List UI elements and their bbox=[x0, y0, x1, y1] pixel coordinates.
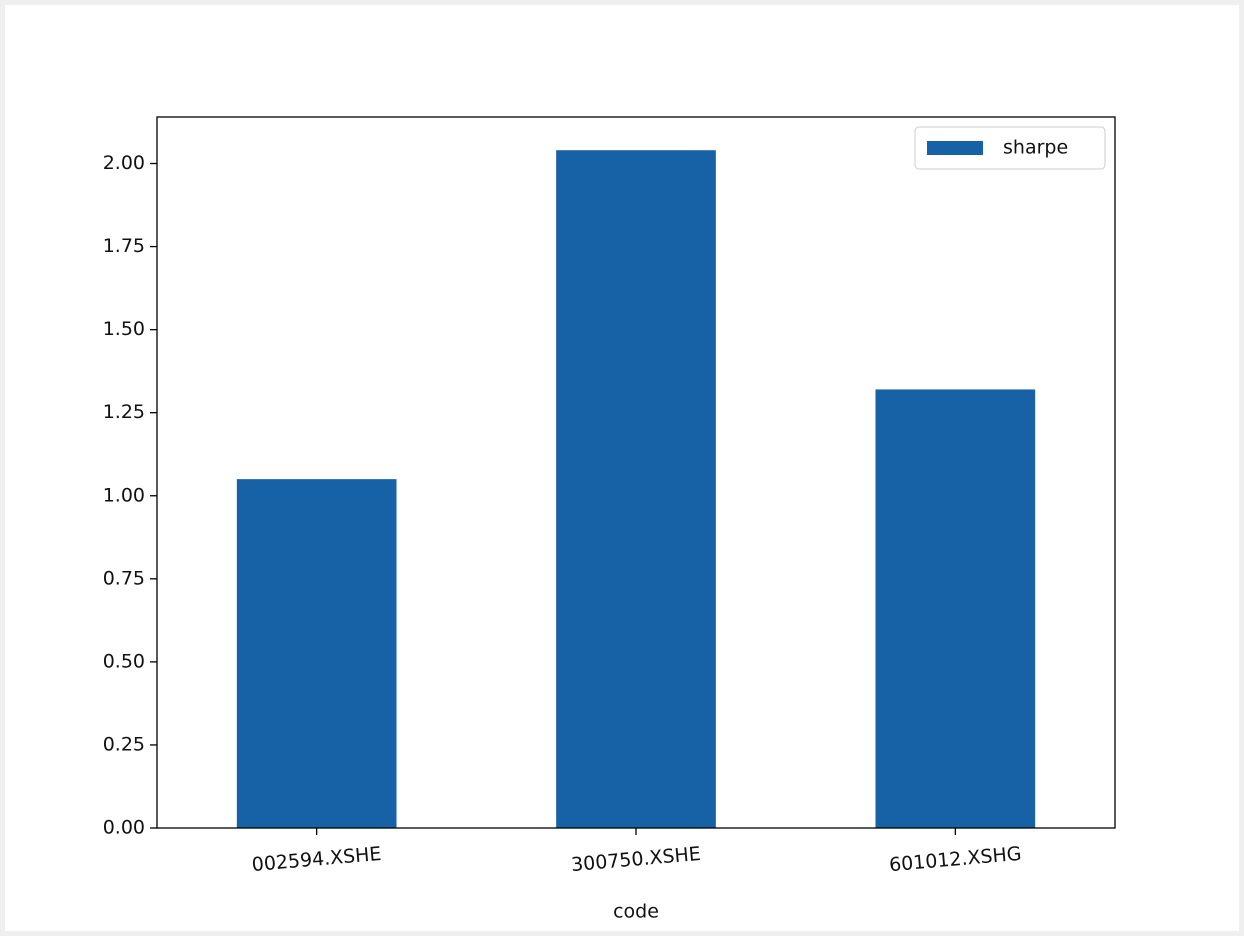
bar bbox=[875, 389, 1036, 828]
legend-box bbox=[914, 126, 1106, 170]
y-tick-label: 1.25 bbox=[103, 401, 145, 423]
legend-swatch bbox=[927, 141, 983, 155]
y-tick-label: 1.00 bbox=[103, 484, 145, 506]
y-tick-label: 0.25 bbox=[103, 733, 145, 755]
y-tick-label: 1.75 bbox=[103, 235, 145, 257]
y-tick-label: 0.50 bbox=[103, 650, 145, 672]
x-axis-label: code bbox=[613, 901, 659, 923]
y-tick-label: 2.00 bbox=[103, 152, 145, 174]
legend-label: sharpe bbox=[1003, 137, 1068, 159]
y-tick-label: 1.50 bbox=[103, 318, 145, 340]
y-tick-label: 0.00 bbox=[103, 817, 145, 839]
plot-frame bbox=[156, 116, 1116, 829]
y-tick-label: 0.75 bbox=[103, 567, 145, 589]
bar bbox=[236, 479, 397, 828]
bar bbox=[556, 150, 716, 828]
